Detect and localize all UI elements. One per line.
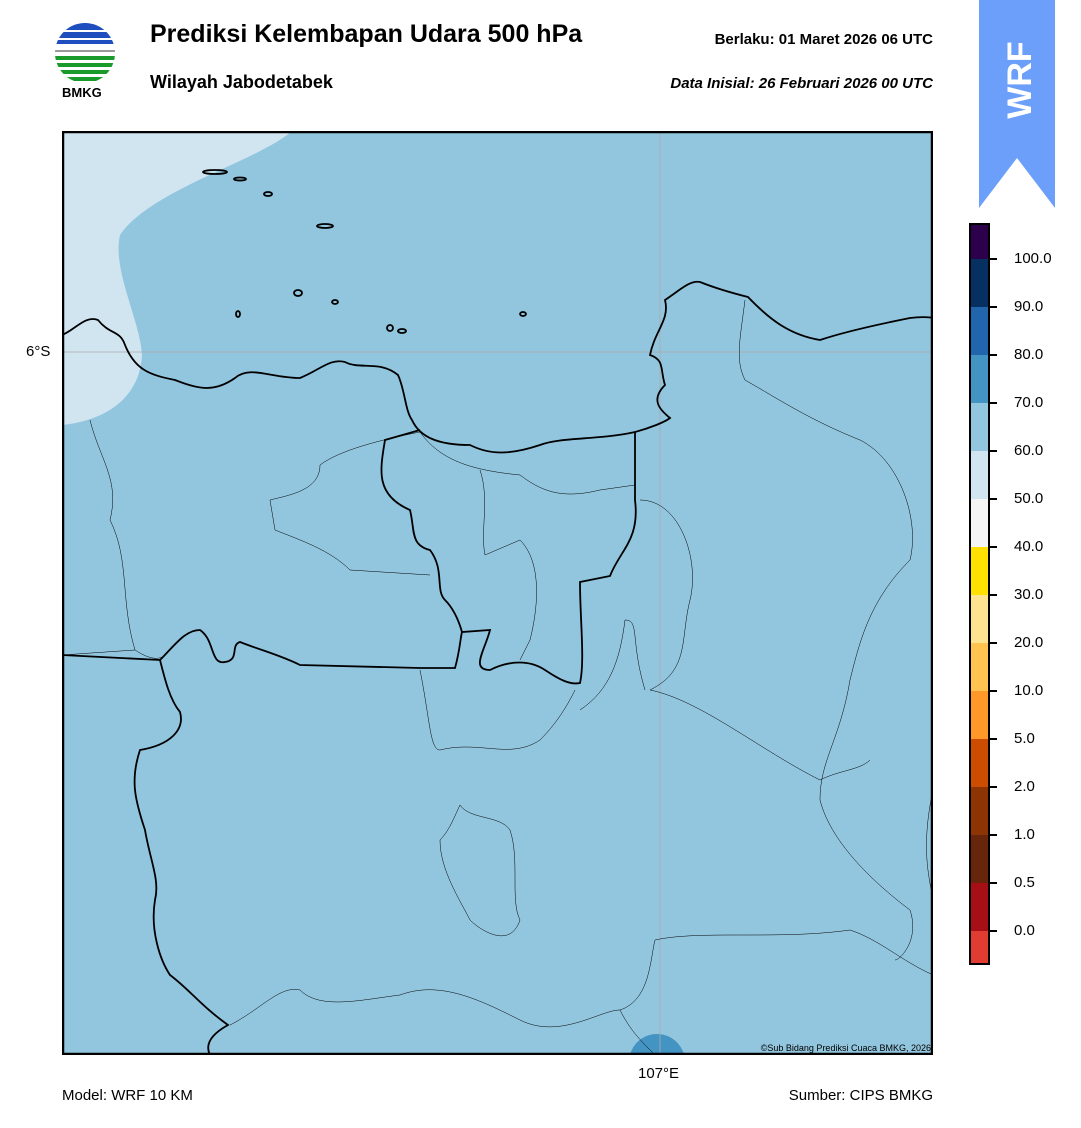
colorbar-label: 5.0 [1014, 730, 1035, 747]
colorbar-segment [970, 595, 989, 643]
model-info: Model: WRF 10 KM [62, 1087, 193, 1104]
map-frame [62, 131, 933, 1055]
colorbar-label: 0.5 [1014, 874, 1035, 891]
wrf-badge-text: WRF [1001, 41, 1039, 118]
colorbar-segment [970, 499, 989, 547]
longitude-label: 107°E [638, 1065, 680, 1082]
colorbar [969, 223, 997, 965]
colorbar-segment [970, 931, 989, 964]
colorbar-label: 70.0 [1014, 394, 1044, 411]
colorbar-label: 40.0 [1014, 538, 1044, 555]
colorbar-segment [970, 787, 989, 835]
humidity-field-high [629, 1034, 685, 1055]
bmkg-logo [55, 23, 115, 81]
colorbar-label: 30.0 [1014, 586, 1044, 603]
colorbar-label: 2.0 [1014, 778, 1035, 795]
colorbar-segment [970, 259, 989, 307]
colorbar-label: 20.0 [1014, 634, 1044, 651]
colorbar-segment [970, 403, 989, 451]
copyright-text: ©Sub Bidang Prediksi Cuaca BMKG, 2026 [760, 1043, 931, 1053]
colorbar-segment [970, 835, 989, 883]
district-boundaries [62, 299, 933, 1055]
colorbar-segment [970, 739, 989, 787]
colorbar-segment [970, 643, 989, 691]
wrf-badge: WRF [979, 0, 1055, 208]
humidity-field [62, 131, 933, 1055]
initial-time: Data Inisial: 26 Februari 2026 00 UTC [670, 75, 933, 92]
colorbar-segment [970, 883, 989, 931]
page-title: Prediksi Kelembapan Udara 500 hPa [150, 20, 583, 48]
colorbar-segment [970, 691, 989, 739]
latitude-label: 6°S [26, 343, 51, 360]
colorbar-label: 100.0 [1014, 250, 1052, 267]
logo-text: BMKG [62, 85, 102, 100]
colorbar-label: 10.0 [1014, 682, 1044, 699]
valid-time: Berlaku: 01 Maret 2026 06 UTC [714, 31, 933, 48]
colorbar-label: 80.0 [1014, 346, 1044, 363]
colorbar-label: 90.0 [1014, 298, 1044, 315]
colorbar-label: 0.0 [1014, 922, 1035, 939]
coastline [62, 169, 933, 1055]
humidity-map [62, 131, 933, 1055]
region-subtitle: Wilayah Jabodetabek [150, 72, 333, 92]
humidity-field-low [62, 131, 292, 425]
colorbar-label: 60.0 [1014, 442, 1044, 459]
colorbar-label: 50.0 [1014, 490, 1044, 507]
colorbar-segment [970, 547, 989, 595]
colorbar-segment [970, 307, 989, 355]
source-info: Sumber: CIPS BMKG [788, 1087, 933, 1104]
colorbar-segment [970, 355, 989, 403]
colorbar-segment [970, 451, 989, 499]
colorbar-segment [970, 224, 989, 259]
colorbar-label: 1.0 [1014, 826, 1035, 843]
